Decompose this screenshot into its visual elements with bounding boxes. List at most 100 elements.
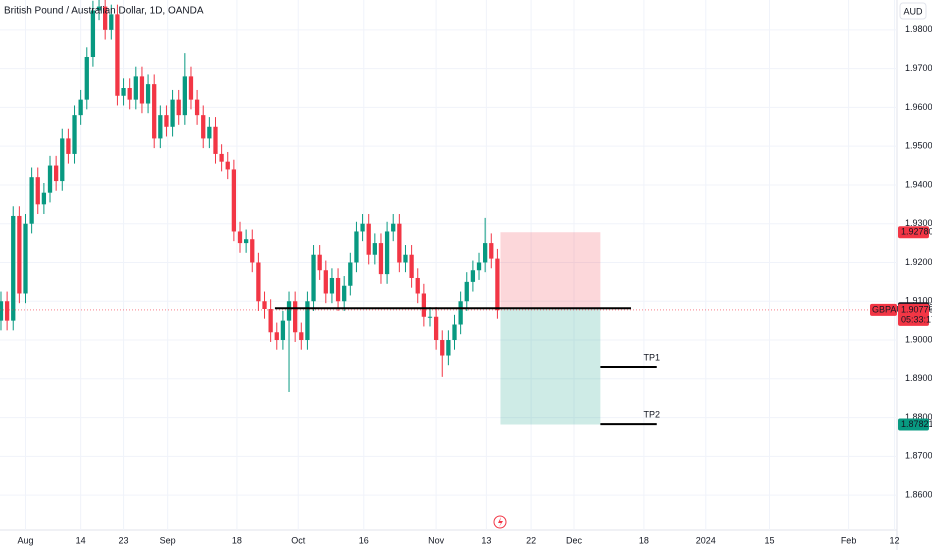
candle-body [109,14,114,30]
candle-body [17,215,22,294]
chart-title: British Pound / Australian Dollar, 1D, O… [4,6,204,17]
y-tick-label: 1.88000 [905,412,932,422]
candle-body [133,76,138,100]
candle-body [317,254,322,271]
candle-body [391,223,396,232]
candle-body [182,76,187,116]
symbol-tag [870,303,897,316]
candle-body [293,301,298,333]
y-tick-label: 1.90000 [905,334,932,344]
symbol-label: GBPAUD [872,304,910,314]
x-tick-label: 14 [76,535,86,545]
candle-body [164,115,169,127]
candle-body [60,138,65,182]
x-tick-label: 12 [890,535,900,545]
x-tick-label: 16 [359,535,369,545]
candle-body [268,309,273,333]
axes: 1.98000 1.97000 1.96000 1.95000 1.94000 1.930… [17,24,932,545]
candle-body [323,270,328,294]
candle-body [305,301,310,341]
x-tick-label: Dec [566,535,583,545]
x-tick-label: 18 [639,535,649,545]
candle-body [262,301,267,310]
candle-body [446,340,451,356]
candle-body [397,223,402,263]
candle-body [378,243,384,275]
y-tick-label: 1.91000 [905,296,932,306]
candle-body [145,84,151,104]
candle-body [452,324,457,341]
candle-body [188,76,194,100]
candle-body [470,270,476,282]
candle-body [489,243,494,259]
candle-body [66,138,71,154]
candle-body [335,277,341,302]
candle-body [103,6,108,30]
candle-body [225,161,230,170]
candle-body [409,254,414,278]
candle-body [280,320,286,341]
candle-body [53,165,59,182]
target-zone [500,308,601,425]
candle-body [127,88,132,100]
candle-body [96,6,102,11]
candle-body [348,262,353,286]
candle-body [201,115,206,139]
candle-body [115,14,120,96]
candle-body [0,301,4,321]
candle-body [78,99,83,116]
countdown: 05:33:17 [901,314,932,324]
candle-body [152,84,157,139]
candle-body [35,177,40,205]
candle-body [360,223,365,232]
y-tick-label: 1.96000 [905,102,932,112]
candle-body [158,115,163,139]
price-tag-label: 1.87821 [901,419,932,429]
candle-body [90,10,96,57]
take-profit-label: TP1 [643,352,660,362]
currency-box[interactable] [899,2,927,20]
candle-body [286,301,292,321]
candle-body [299,332,304,341]
candle-body [329,277,335,294]
candle-body [176,99,181,116]
alert-icon[interactable] [493,515,507,529]
candle-body [274,332,279,341]
x-tick-label: 23 [119,535,129,545]
plot-area: TP1 TP2 [0,0,897,530]
x-tick-label: 2024 [696,535,716,545]
y-tick-label: 1.95000 [905,141,932,151]
x-tick-label: 13 [481,535,491,545]
candle-body [207,126,212,139]
candle-body [194,99,200,116]
price-tag [898,418,929,431]
candle-body [219,153,224,162]
price-tag [898,226,929,239]
price-tag-label: 1.92780 [901,227,932,237]
y-tick-label: 1.98000 [905,24,932,34]
candle-body [256,262,261,302]
x-tick-label: Nov [428,535,445,545]
x-tick-label: Sep [160,535,176,545]
current-price-tag [898,303,929,326]
y-tick-label: 1.97000 [905,63,932,73]
candle-body [427,316,433,318]
take-profit-label: TP2 [643,409,660,419]
candle-body [458,301,463,325]
y-tick-label: 1.89000 [905,373,932,383]
candle-body [213,126,218,154]
candle-body [11,215,16,321]
x-tick-label: 18 [232,535,242,545]
candle-body [384,231,390,275]
candle-body [139,76,145,104]
candle-body [372,243,377,255]
candle-body [29,177,34,224]
candle-body [366,223,371,255]
candle-body [415,277,420,294]
candle-body [170,99,175,127]
current-price-label: 1.90776 [901,304,932,314]
candle-body [237,231,243,244]
candle-body [121,88,126,96]
y-tick-label: 1.87000 [905,451,932,461]
